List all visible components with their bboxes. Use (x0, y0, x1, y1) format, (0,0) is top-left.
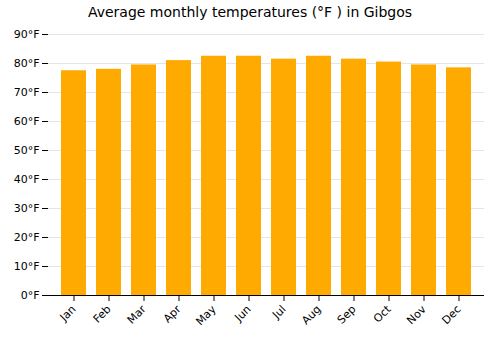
svg-text:20°F: 20°F (14, 231, 40, 244)
svg-text:Jun: Jun (232, 303, 254, 325)
svg-text:Jan: Jan (57, 303, 79, 325)
svg-text:0°F: 0°F (21, 289, 40, 302)
svg-text:Oct: Oct (371, 302, 394, 325)
svg-text:Mar: Mar (125, 302, 149, 326)
svg-text:80°F: 80°F (14, 57, 40, 70)
svg-text:May: May (193, 302, 219, 328)
svg-text:60°F: 60°F (14, 115, 40, 128)
svg-text:Feb: Feb (91, 303, 114, 326)
svg-text:90°F: 90°F (14, 28, 40, 41)
svg-text:Jul: Jul (269, 303, 288, 322)
svg-text:Aug: Aug (299, 303, 323, 327)
svg-text:70°F: 70°F (14, 86, 40, 99)
svg-text:Apr: Apr (161, 302, 184, 325)
svg-text:10°F: 10°F (14, 260, 40, 273)
html-text:Average monthly temperatures (: Average monthly temperatures (°F ) in Gi… (87, 4, 413, 20)
svg-text:50°F: 50°F (14, 144, 40, 157)
svg-text:30°F: 30°F (14, 202, 40, 215)
svg-text:Nov: Nov (404, 302, 429, 327)
svg-text:Dec: Dec (439, 303, 463, 327)
svg-text:Sep: Sep (335, 303, 359, 327)
svg-text:40°F: 40°F (14, 173, 40, 186)
